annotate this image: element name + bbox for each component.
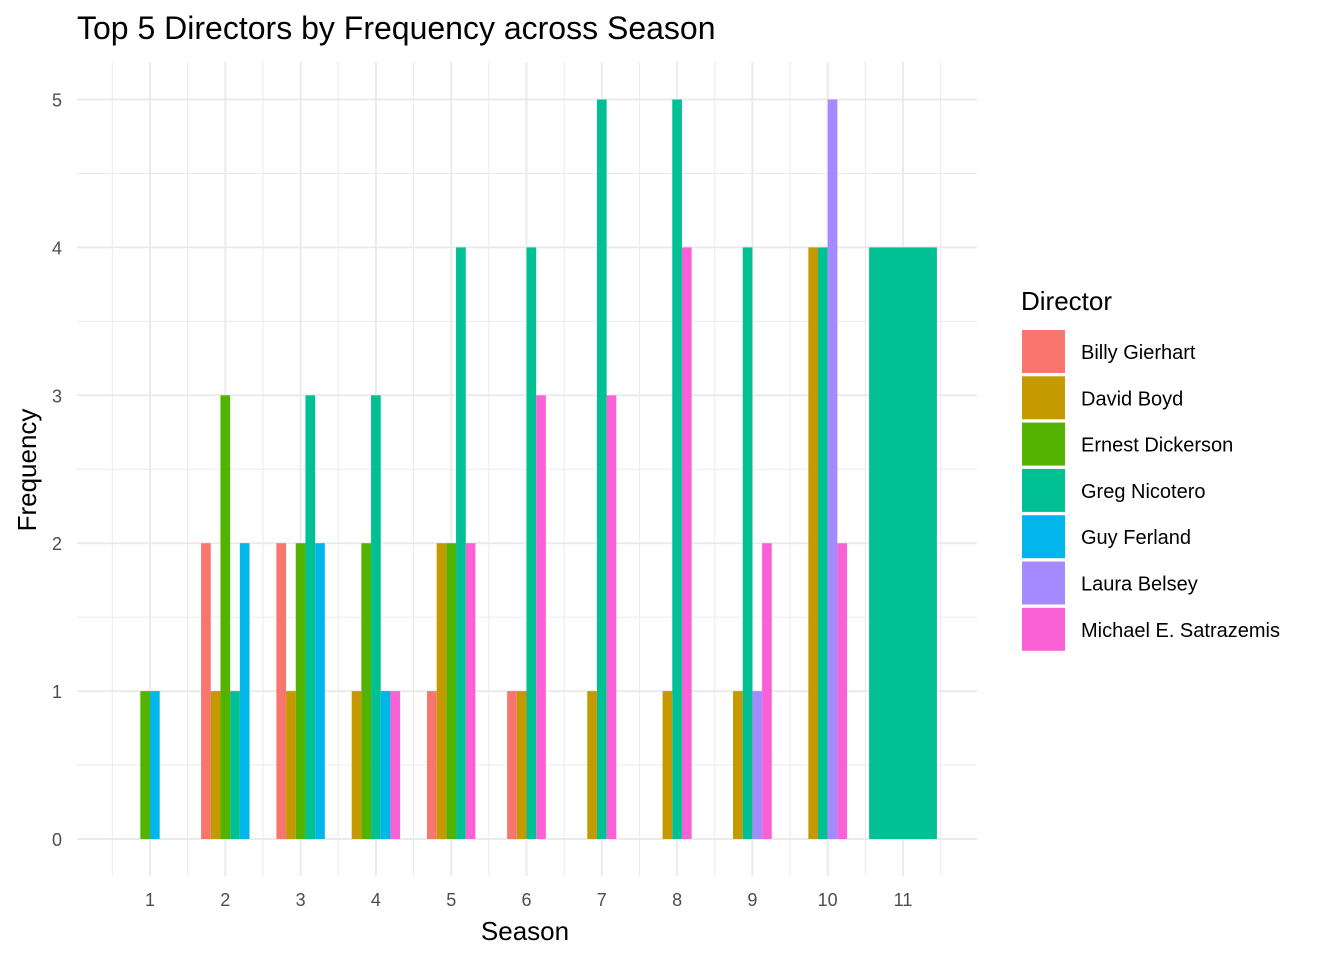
x-tick-label: 7 — [597, 890, 607, 910]
legend-label: Greg Nicotero — [1081, 481, 1206, 503]
bar-season-5-michael-e-satrazemis — [465, 543, 476, 839]
legend-label: Laura Belsey — [1081, 574, 1198, 596]
bar-season-8-greg-nicotero — [672, 99, 682, 839]
bar-season-3-david-boyd — [286, 691, 296, 839]
bar-season-2-guy-ferland — [239, 543, 250, 839]
bar-season-3-ernest-dickerson — [295, 543, 306, 839]
legend-swatch — [1022, 376, 1065, 420]
x-tick-label: 9 — [747, 890, 757, 910]
bar-season-8-michael-e-satrazemis — [681, 247, 692, 839]
x-tick-label: 4 — [371, 890, 381, 910]
legend-swatch — [1022, 422, 1065, 466]
bar-season-9-michael-e-satrazemis — [762, 543, 772, 839]
legend-title: Director — [1021, 286, 1112, 316]
y-tick-label: 2 — [52, 534, 62, 554]
bar-season-10-michael-e-satrazemis — [837, 543, 848, 839]
bar-season-3-greg-nicotero — [305, 395, 316, 839]
bar-season-6-david-boyd — [516, 691, 527, 839]
legend-swatch — [1022, 468, 1065, 512]
bar-season-2-billy-gierhart — [201, 543, 211, 839]
bar-season-9-david-boyd — [733, 691, 743, 839]
bar-season-10-greg-nicotero — [818, 247, 828, 839]
bar-season-3-billy-gierhart — [276, 543, 287, 839]
legend-label: Ernest Dickerson — [1081, 435, 1233, 457]
legend-label: Billy Gierhart — [1081, 342, 1196, 364]
y-tick-label: 0 — [52, 830, 62, 850]
legend-swatch — [1022, 330, 1065, 373]
bar-season-4-david-boyd — [351, 691, 362, 839]
plot-area: 1 2 3 4 5 6 7 8 9 10 11 0 1 2 3 4 5 — [52, 62, 977, 910]
bar-season-7-david-boyd — [587, 691, 597, 839]
bar-season-3-guy-ferland — [315, 543, 325, 839]
bar-season-6-greg-nicotero — [526, 247, 537, 839]
bar-season-2-greg-nicotero — [230, 691, 240, 839]
bar-season-5-ernest-dickerson — [446, 543, 457, 839]
bar-season-10-david-boyd — [808, 247, 819, 839]
legend: Director Billy Gierhart David Boyd Ernest … — [1021, 286, 1280, 651]
bar-season-2-david-boyd — [210, 691, 221, 839]
legend-swatch — [1022, 515, 1065, 559]
bar-season-5-david-boyd — [436, 543, 447, 839]
bar-season-1-ernest-dickerson — [140, 691, 150, 839]
x-tick-label: 3 — [296, 890, 306, 910]
bar-season-5-billy-gierhart — [426, 691, 437, 839]
bar-season-4-guy-ferland — [380, 691, 391, 839]
x-tick-label: 6 — [521, 890, 531, 910]
bar-season-2-ernest-dickerson — [220, 395, 231, 839]
bar-season-4-ernest-dickerson — [361, 543, 372, 839]
x-tick-label: 10 — [818, 890, 838, 910]
y-axis-title: Frequency — [12, 409, 42, 532]
bar-season-10-laura-belsey — [827, 99, 838, 839]
bar-season-7-greg-nicotero — [596, 99, 607, 839]
x-tick-label: 2 — [220, 890, 230, 910]
x-tick-label: 11 — [894, 890, 913, 910]
bar-season-9-laura-belsey — [752, 691, 763, 839]
x-tick-label: 8 — [672, 890, 682, 910]
legend-label: David Boyd — [1081, 388, 1183, 410]
x-axis-title: Season — [481, 916, 569, 946]
y-tick-label: 3 — [52, 386, 62, 406]
bar-season-7-michael-e-satrazemis — [606, 395, 617, 839]
bar-season-6-billy-gierhart — [507, 691, 517, 839]
bar-season-1-guy-ferland — [150, 691, 160, 839]
x-tick-label: 5 — [446, 890, 456, 910]
bar-season-11-greg-nicotero — [869, 247, 937, 839]
x-tick-label: 1 — [145, 890, 155, 910]
bar-season-9-greg-nicotero — [742, 247, 753, 839]
y-axis: 0 1 2 3 4 5 — [52, 91, 62, 851]
y-tick-label: 4 — [52, 238, 62, 258]
legend-label: Michael E. Satrazemis — [1081, 620, 1280, 642]
bars — [140, 99, 937, 839]
x-axis: 1 2 3 4 5 6 7 8 9 10 11 — [145, 890, 912, 910]
legend-label: Guy Ferland — [1081, 527, 1191, 549]
bar-season-4-greg-nicotero — [371, 395, 381, 839]
chart-title: Top 5 Directors by Frequency across Seas… — [77, 10, 716, 46]
bar-season-5-greg-nicotero — [456, 247, 466, 839]
legend-swatch — [1022, 607, 1065, 651]
y-tick-label: 5 — [52, 91, 62, 111]
bar-season-8-david-boyd — [662, 691, 673, 839]
bar-season-4-michael-e-satrazemis — [390, 691, 401, 839]
legend-swatch — [1022, 561, 1065, 605]
bar-season-6-michael-e-satrazemis — [536, 395, 546, 839]
legend-items: Billy Gierhart David Boyd Ernest Dickerson… — [1022, 330, 1280, 651]
y-tick-label: 1 — [52, 682, 62, 702]
